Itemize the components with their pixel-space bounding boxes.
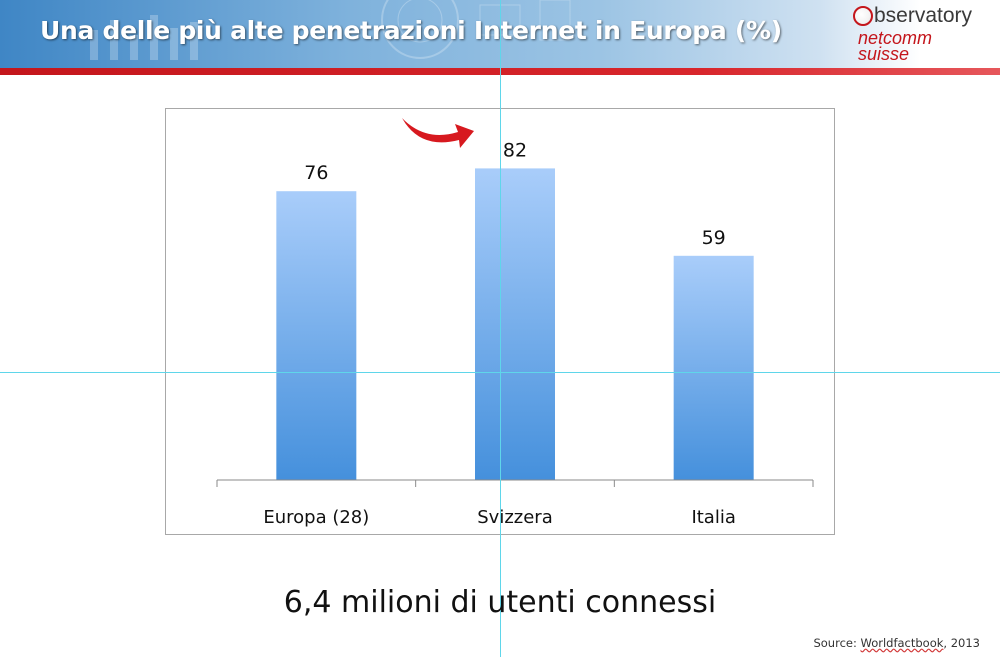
x-tick-label: Svizzera	[477, 507, 552, 528]
observatory-logo: bservatory netcomm suisse	[850, 2, 998, 64]
data-label: 82	[503, 139, 527, 161]
bar-europa-28	[276, 191, 357, 480]
x-tick-label: Italia	[691, 507, 735, 528]
logo-text-netcomm: netcomm	[858, 28, 933, 48]
x-tick-label: Europa (28)	[263, 507, 369, 528]
source-label: Source:	[813, 636, 861, 650]
bar-svizzera	[475, 168, 555, 480]
page-title: Una delle più alte penetrazioni Internet…	[40, 16, 782, 45]
source-name: Worldfactbook	[860, 636, 944, 650]
source-note: Source: Worldfactbook, 2013	[813, 636, 980, 650]
guide-line-vertical	[500, 0, 501, 657]
bar-italia	[673, 255, 754, 480]
logo-text-suisse: suisse	[858, 44, 910, 64]
guide-line-horizontal	[0, 372, 1000, 373]
header-decoration	[90, 0, 571, 60]
logo-text-observatory: bservatory	[874, 4, 973, 27]
highlight-arrow-icon	[402, 118, 474, 148]
globe-icon	[853, 6, 873, 26]
data-label: 59	[702, 227, 726, 249]
data-label: 76	[304, 162, 328, 184]
users-connected-caption: 6,4 milioni di utenti connessi	[283, 585, 717, 620]
source-year: , 2013	[943, 636, 980, 650]
